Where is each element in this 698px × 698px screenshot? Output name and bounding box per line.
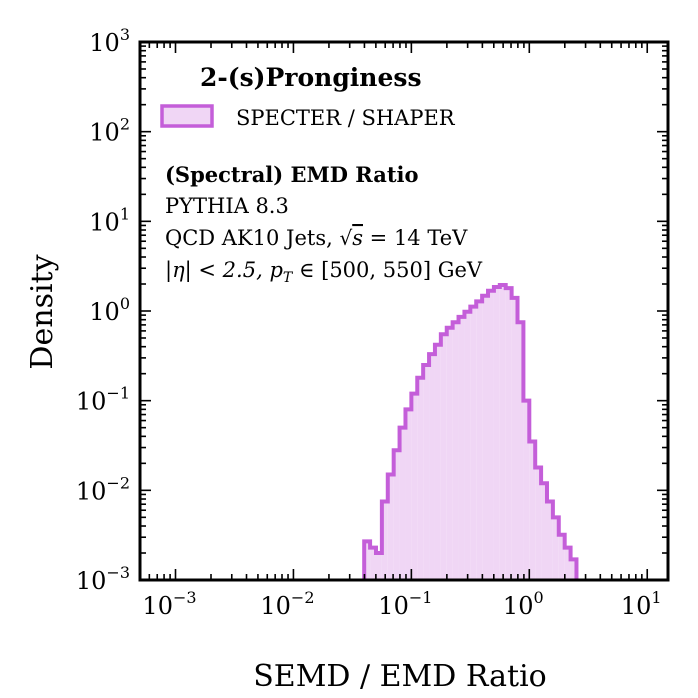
x-tick-label-exponent: 0 xyxy=(533,588,543,607)
y-tick-label-base: 10 xyxy=(89,208,120,236)
annotation-pt-range: ∈ [500, 550] GeV xyxy=(292,258,483,282)
y-tick-label-exponent: −1 xyxy=(106,384,130,403)
y-tick-label: 10−2 xyxy=(76,473,130,505)
histogram-bin xyxy=(482,295,489,580)
histogram-bin xyxy=(499,284,506,580)
y-tick-label: 101 xyxy=(89,204,130,236)
histogram-bin xyxy=(429,354,435,580)
legend-swatch xyxy=(160,104,214,128)
y-tick-label: 103 xyxy=(89,25,130,57)
legend: SPECTER / SHAPER xyxy=(160,104,456,130)
y-tick-label-exponent: −2 xyxy=(106,473,130,492)
annotation-energy: = 14 TeV xyxy=(363,226,468,250)
x-tick-label-exponent: 1 xyxy=(651,588,661,607)
annotation-generator: PYTHIA 8.3 xyxy=(165,194,289,218)
histogram-bin xyxy=(570,559,577,580)
histogram-bin xyxy=(564,547,571,580)
histogram-bin xyxy=(381,501,388,580)
y-tick-label-exponent: 2 xyxy=(120,115,130,134)
x-tick-label: 10−3 xyxy=(142,588,196,620)
histogram-bin xyxy=(493,287,500,580)
histogram-bin xyxy=(375,553,382,580)
y-tick-label-base: 10 xyxy=(89,119,120,147)
chart-title: 2-(s)Pronginess xyxy=(200,63,422,92)
annotation-heading: (Spectral) EMD Ratio xyxy=(165,162,419,187)
histogram-series xyxy=(362,282,579,580)
histogram-bin xyxy=(546,501,553,580)
histogram-bin xyxy=(417,377,424,580)
histogram-outline xyxy=(362,282,579,580)
histogram-bin xyxy=(511,297,518,580)
histogram-bin xyxy=(505,288,512,580)
y-tick-label-exponent: 3 xyxy=(120,25,130,44)
x-tick-label-base: 10 xyxy=(503,592,534,620)
y-tick-label-exponent: −3 xyxy=(106,563,130,582)
y-tick-label: 102 xyxy=(89,115,130,147)
y-tick-label: 10−3 xyxy=(76,563,130,595)
x-tick-label-exponent: −2 xyxy=(291,588,315,607)
y-tick-label: 100 xyxy=(89,294,130,326)
histogram-bin xyxy=(405,409,412,580)
histogram-bin xyxy=(434,344,441,580)
histogram-bin xyxy=(558,534,565,580)
histogram-bin xyxy=(370,547,376,580)
y-tick-label-exponent: 0 xyxy=(120,294,130,313)
histogram-bin xyxy=(541,483,547,580)
histogram-bin xyxy=(393,450,400,580)
histogram-bin xyxy=(446,327,453,580)
y-tick-label-base: 10 xyxy=(76,567,107,595)
x-tick-label-base: 10 xyxy=(142,592,173,620)
y-tick-label-base: 10 xyxy=(89,298,120,326)
x-tick-label: 100 xyxy=(503,588,544,620)
histogram-bin xyxy=(535,467,542,580)
sqrt-symbol: √ xyxy=(339,226,352,250)
sqrt-s: s xyxy=(352,226,363,250)
annotation-pt-symbol: p xyxy=(269,258,282,282)
histogram-bin xyxy=(411,393,418,580)
histogram-bin xyxy=(452,322,459,580)
histogram-bin xyxy=(440,334,447,580)
histogram-bin xyxy=(470,306,477,580)
annotation-block: (Spectral) EMD Ratio PYTHIA 8.3 QCD AK10… xyxy=(165,162,483,286)
x-tick-label-exponent: −1 xyxy=(409,588,433,607)
histogram-bin xyxy=(529,441,536,580)
annotation-jets-prefix: QCD AK10 Jets, xyxy=(165,226,339,250)
y-tick-label-base: 10 xyxy=(76,477,107,505)
annotation-eta-cut: |η| < 2.5, xyxy=(165,258,269,283)
x-tick-label-base: 10 xyxy=(260,592,291,620)
histogram-bin xyxy=(523,400,530,580)
annotation-cuts: |η| < 2.5, pT ∈ [500, 550] GeV xyxy=(165,258,483,286)
x-axis-title: SEMD / EMD Ratio xyxy=(253,659,546,694)
x-tick-label-base: 10 xyxy=(378,592,409,620)
histogram-bin xyxy=(458,316,465,580)
y-tick-label-exponent: 1 xyxy=(120,204,130,223)
x-tick-label: 10−1 xyxy=(378,588,432,620)
histogram-bin xyxy=(423,364,430,580)
histogram-bin xyxy=(552,517,559,580)
plot-frame xyxy=(138,40,670,582)
y-tick-label: 10−1 xyxy=(76,384,130,416)
y-axis-title: Density xyxy=(25,254,60,369)
x-tick-labels: 10−3 10−2 10−1 100 101 xyxy=(142,588,661,620)
x-tick-label: 101 xyxy=(621,588,662,620)
y-tick-label-base: 10 xyxy=(89,29,120,57)
x-tick-label-exponent: −3 xyxy=(173,588,197,607)
histogram-bin xyxy=(464,311,471,580)
legend-label: SPECTER / SHAPER xyxy=(236,106,456,130)
histogram-bin xyxy=(387,474,394,580)
x-tick-label: 10−2 xyxy=(260,588,314,620)
histogram-bin xyxy=(517,322,524,580)
annotation-jets: QCD AK10 Jets, √s = 14 TeV xyxy=(165,226,468,250)
annotation-pt-subscript: T xyxy=(283,270,294,286)
histogram-bin xyxy=(488,290,494,580)
x-tick-label-base: 10 xyxy=(621,592,652,620)
histogram-bin xyxy=(476,301,483,580)
y-tick-label-base: 10 xyxy=(76,388,107,416)
histogram-bin xyxy=(364,541,371,580)
histogram-bin xyxy=(399,427,406,580)
